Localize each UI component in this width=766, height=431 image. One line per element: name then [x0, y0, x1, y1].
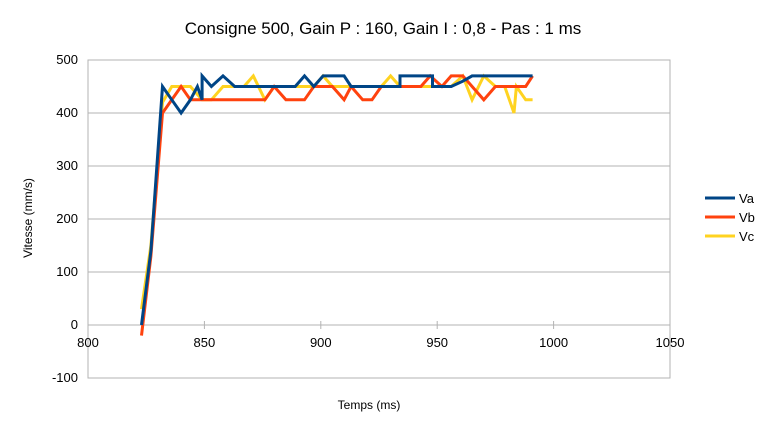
y-tick-label: 400 — [56, 105, 78, 120]
y-tick-label: -100 — [52, 370, 78, 385]
legend-label-vc: Vc — [739, 229, 755, 244]
series-line-vb — [140, 73, 534, 336]
series-line-va — [140, 71, 533, 326]
legend-label-va: Va — [739, 191, 755, 206]
y-axis-label: Vitesse (mm/s) — [21, 178, 35, 258]
x-tick-label: 1000 — [539, 335, 568, 350]
y-tick-label: 500 — [56, 52, 78, 67]
x-tick-label: 800 — [77, 335, 99, 350]
legend: Va Vb Vc — [705, 191, 755, 244]
y-tick-label: 0 — [71, 317, 78, 332]
x-tick-label: 850 — [194, 335, 216, 350]
x-axis-label: Temps (ms) — [338, 398, 401, 412]
y-tick-label: 300 — [56, 158, 78, 173]
x-tick-label: 1050 — [656, 335, 685, 350]
x-tick-label: 900 — [310, 335, 332, 350]
axis-ticks: -100 0 100 200 300 400 500 800 850 900 950 1000 1050 — [52, 52, 684, 385]
legend-label-vb: Vb — [739, 210, 755, 225]
y-tick-label: 200 — [56, 211, 78, 226]
series-lines — [140, 71, 534, 336]
chart-title: Consigne 500, Gain P : 160, Gain I : 0,8… — [185, 19, 582, 38]
plot-area-frame — [87, 59, 671, 379]
y-tick-label: 100 — [56, 264, 78, 279]
x-tick-label: 950 — [426, 335, 448, 350]
